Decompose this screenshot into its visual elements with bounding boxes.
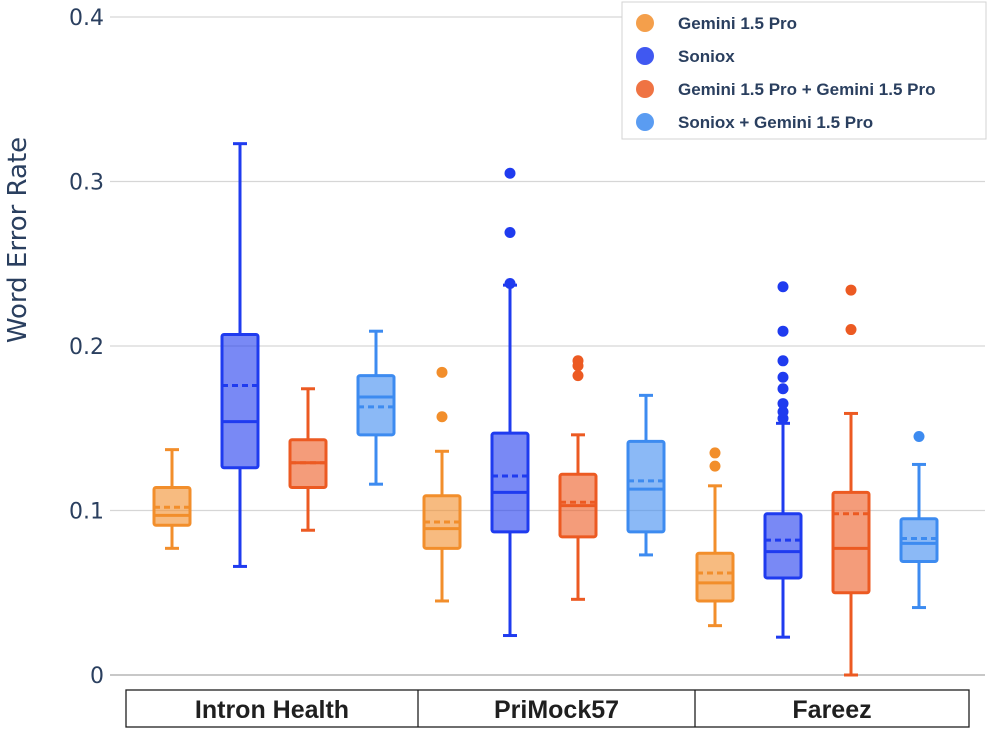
- outlier-point[interactable]: [845, 284, 857, 296]
- outlier-point[interactable]: [777, 406, 789, 418]
- box-intron-health[interactable]: [152, 448, 192, 550]
- outlier-point[interactable]: [504, 167, 516, 179]
- iqr-box: [356, 374, 396, 437]
- outlier-point[interactable]: [777, 371, 789, 383]
- iqr-box: [899, 517, 939, 563]
- box-intron-health[interactable]: [356, 329, 396, 486]
- box-primock57[interactable]: [490, 167, 530, 638]
- y-tick-label: 0.4: [69, 6, 104, 31]
- box-intron-health[interactable]: [288, 387, 328, 532]
- series-soniox: [220, 142, 803, 639]
- iqr-box: [490, 431, 530, 534]
- y-axis-label: Word Error Rate: [3, 137, 33, 343]
- category-label: Fareez: [792, 696, 871, 724]
- outlier-point[interactable]: [572, 355, 584, 367]
- iqr-box: [220, 332, 260, 470]
- legend-marker: [636, 113, 654, 131]
- legend-item[interactable]: Soniox + Gemini 1.5 Pro: [636, 113, 873, 132]
- outlier-point[interactable]: [504, 226, 516, 238]
- legend-label: Soniox: [678, 47, 735, 66]
- category-label: PriMock57: [494, 696, 619, 724]
- outlier-point[interactable]: [709, 447, 721, 459]
- box-fareez[interactable]: [763, 281, 803, 639]
- outlier-point[interactable]: [777, 398, 789, 410]
- box-plot-series: [152, 64, 939, 677]
- legend-item[interactable]: Gemini 1.5 Pro: [636, 14, 797, 33]
- outlier-point[interactable]: [572, 370, 584, 382]
- series-gemini-1-5-pro-gemini-1-5-pro: [288, 64, 871, 677]
- iqr-box: [626, 439, 666, 534]
- legend-marker: [636, 80, 654, 98]
- legend-item[interactable]: Soniox: [636, 47, 735, 66]
- y-tick-label: 0: [90, 664, 104, 689]
- category-table-border: [125, 689, 970, 728]
- box-intron-health[interactable]: [220, 142, 260, 568]
- iqr-box: [831, 490, 871, 595]
- legend-box: [621, 1, 987, 140]
- y-tick-label: 0.3: [69, 171, 104, 196]
- y-axis-ticks: 0 0.1 0.2 0.3 0.4: [69, 6, 104, 689]
- legend-item[interactable]: Gemini 1.5 Pro + Gemini 1.5 Pro: [636, 80, 935, 99]
- box-primock57[interactable]: [558, 355, 598, 601]
- outlier-point[interactable]: [436, 366, 448, 378]
- x-axis-categories: Intron Health PriMock57 Fareez: [125, 689, 970, 728]
- outlier-point[interactable]: [436, 411, 448, 423]
- legend-label: Soniox + Gemini 1.5 Pro: [678, 113, 873, 132]
- outlier-point[interactable]: [913, 430, 925, 442]
- box-primock57[interactable]: [422, 366, 462, 603]
- legend-marker: [636, 14, 654, 32]
- outlier-point[interactable]: [777, 281, 789, 293]
- box-fareez[interactable]: [831, 64, 871, 677]
- legend[interactable]: Gemini 1.5 Pro Soniox Gemini 1.5 Pro + Gem…: [621, 1, 987, 140]
- outlier-point[interactable]: [504, 277, 516, 289]
- legend-label: Gemini 1.5 Pro + Gemini 1.5 Pro: [678, 80, 935, 99]
- legend-marker: [636, 47, 654, 65]
- y-tick-label: 0.1: [69, 500, 104, 525]
- iqr-box: [695, 551, 735, 603]
- outlier-point[interactable]: [777, 325, 789, 337]
- outlier-point[interactable]: [709, 460, 721, 472]
- legend-label: Gemini 1.5 Pro: [678, 14, 797, 33]
- series-soniox-gemini-1-5-pro: [356, 329, 939, 610]
- outlier-point[interactable]: [845, 324, 857, 336]
- y-tick-label: 0.2: [69, 335, 104, 360]
- outlier-point[interactable]: [777, 383, 789, 395]
- series-gemini-1-5-pro: [152, 366, 735, 628]
- outlier-point[interactable]: [777, 355, 789, 367]
- box-fareez[interactable]: [695, 447, 735, 628]
- box-fareez[interactable]: [899, 430, 939, 610]
- iqr-box: [763, 512, 803, 580]
- category-label: Intron Health: [195, 696, 349, 724]
- box-primock57[interactable]: [626, 393, 666, 557]
